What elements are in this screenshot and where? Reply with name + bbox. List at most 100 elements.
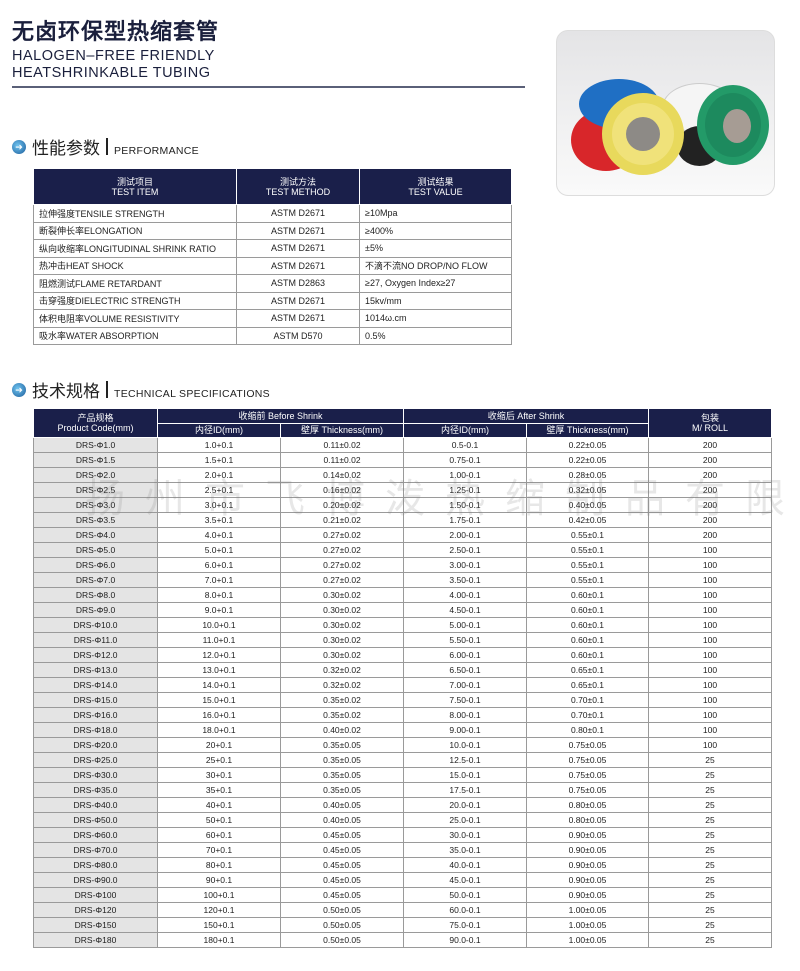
table-cell: 50.0-0.1 — [403, 887, 527, 903]
table-cell: 25+0.1 — [157, 752, 281, 768]
table-cell: 1.25-0.1 — [403, 482, 527, 498]
table-row: 阻燃测试FLAME RETARDANT ASTM D2863 ≥27, Oxygen… — [33, 274, 512, 293]
table-cell: 0.75±0.05 — [526, 767, 649, 783]
table-cell: 13.0+0.1 — [157, 662, 281, 678]
table-cell: 120+0.1 — [157, 902, 281, 918]
table-cell: 0.55±0.1 — [526, 572, 649, 588]
table-cell: ASTM D2671 — [236, 239, 360, 258]
table-row: DRS-Φ5.0 5.0+0.1 0.27±0.02 2.50-0.1 0.55±0.1… — [33, 542, 772, 558]
table-cell: 0.45±0.05 — [280, 827, 404, 843]
table-cell: 体积电阻率VOLUME RESISTIVITY — [33, 309, 237, 328]
table-cell: DRS-Φ50.0 — [33, 812, 158, 828]
table-cell: 100 — [648, 662, 772, 678]
table-cell: 100 — [648, 557, 772, 573]
product-photo — [556, 30, 775, 196]
table-row: DRS-Φ50.0 50+0.1 0.40±0.05 25.0-0.1 0.80±0.0… — [33, 812, 772, 828]
table-cell: 5.50-0.1 — [403, 632, 527, 648]
table-row: 纵向收缩率LONGITUDINAL SHRINK RATIO ASTM D2671… — [33, 239, 512, 258]
subtitle-line-2: HEATSHRINKABLE TUBING — [12, 65, 211, 81]
table-cell: 25 — [648, 842, 772, 858]
table-cell: 0.55±0.1 — [526, 557, 649, 573]
table-cell: 5.00-0.1 — [403, 617, 527, 633]
table-cell: ASTM D2863 — [236, 274, 360, 293]
table-cell: 0.45±0.05 — [280, 842, 404, 858]
table-cell: DRS-Φ30.0 — [33, 767, 158, 783]
table-cell: DRS-Φ15.0 — [33, 692, 158, 708]
table-cell: 0.90±0.05 — [526, 872, 649, 888]
table-cell: 0.16±0.02 — [280, 482, 404, 498]
table-cell: 0.50±0.05 — [280, 902, 404, 918]
table-cell: 拉伸强度TENSILE STRENGTH — [33, 204, 237, 223]
table-cell: 0.75±0.05 — [526, 752, 649, 768]
table-cell: DRS-Φ1.0 — [33, 437, 158, 453]
table-cell: 9.0+0.1 — [157, 602, 281, 618]
table-cell: 0.30±0.02 — [280, 617, 404, 633]
table-cell: 0.40±0.05 — [526, 497, 649, 513]
table-cell: 14.0+0.1 — [157, 677, 281, 693]
table-row: 吸水率WATER ABSORPTION ASTM D570 0.5% — [33, 326, 512, 345]
table-cell: 5.0+0.1 — [157, 542, 281, 558]
table-cell: 25 — [648, 782, 772, 798]
table-cell: 100 — [648, 722, 772, 738]
table-cell: 10.0+0.1 — [157, 617, 281, 633]
table-cell: 40+0.1 — [157, 797, 281, 813]
table-cell: 0.80±0.1 — [526, 722, 649, 738]
table-cell: 1.75-0.1 — [403, 512, 527, 528]
table-cell: DRS-Φ3.5 — [33, 512, 158, 528]
table-cell: 25 — [648, 917, 772, 933]
table-cell: 0.22±0.05 — [526, 452, 649, 468]
table-cell: DRS-Φ9.0 — [33, 602, 158, 618]
table-cell: 击穿强度DIELECTRIC STRENGTH — [33, 291, 237, 310]
table-cell: 0.35±0.02 — [280, 707, 404, 723]
table-cell: 0.35±0.05 — [280, 767, 404, 783]
table-cell: 15.0-0.1 — [403, 767, 527, 783]
table-cell: ASTM D2671 — [236, 309, 360, 328]
table-cell: 60+0.1 — [157, 827, 281, 843]
table-row: DRS-Φ25.0 25+0.1 0.35±0.05 12.5-0.1 0.75±0.0… — [33, 752, 772, 768]
table-cell: DRS-Φ7.0 — [33, 572, 158, 588]
column-group-before-shrink: 收缩前 Before Shrink — [157, 408, 404, 424]
table-cell: 0.65±0.1 — [526, 662, 649, 678]
table-cell: 25 — [648, 767, 772, 783]
table-cell: 25 — [648, 902, 772, 918]
table-row: DRS-Φ3.5 3.5+0.1 0.21±0.02 1.75-0.1 0.42±0.0… — [33, 512, 772, 528]
table-row: DRS-Φ100 100+0.1 0.45±0.05 50.0-0.1 0.90±0.0… — [33, 887, 772, 903]
table-cell: 4.50-0.1 — [403, 602, 527, 618]
table-cell: 30.0-0.1 — [403, 827, 527, 843]
table-row: DRS-Φ60.0 60+0.1 0.45±0.05 30.0-0.1 0.90±0.0… — [33, 827, 772, 843]
table-cell: 0.80±0.05 — [526, 797, 649, 813]
table-cell: 0.32±0.02 — [280, 677, 404, 693]
table-cell: 7.0+0.1 — [157, 572, 281, 588]
table-row: DRS-Φ1.0 1.0+0.1 0.11±0.02 0.5-0.1 0.22±0.05… — [33, 437, 772, 453]
table-cell: 0.45±0.05 — [280, 857, 404, 873]
table-cell: DRS-Φ60.0 — [33, 827, 158, 843]
table-cell: 0.40±0.02 — [280, 722, 404, 738]
table-cell: 25 — [648, 932, 772, 948]
table-row: DRS-Φ180 180+0.1 0.50±0.05 90.0-0.1 1.00±0.0… — [33, 932, 772, 948]
table-cell: 0.30±0.02 — [280, 632, 404, 648]
heading-en: TECHNICAL SPECIFICATIONS — [114, 388, 270, 400]
table-cell: 75.0-0.1 — [403, 917, 527, 933]
table-cell: DRS-Φ35.0 — [33, 782, 158, 798]
table-cell: 4.0+0.1 — [157, 527, 281, 543]
table-cell: 25 — [648, 752, 772, 768]
table-cell: 40.0-0.1 — [403, 857, 527, 873]
table-cell: DRS-Φ100 — [33, 887, 158, 903]
table-row: 断裂伸长率ELONGATION ASTM D2671 ≥400% — [33, 221, 512, 240]
table-cell: 200 — [648, 437, 772, 453]
table-cell: 50+0.1 — [157, 812, 281, 828]
table-row: DRS-Φ2.0 2.0+0.1 0.14±0.02 1.00-0.1 0.28±0.0… — [33, 467, 772, 483]
table-cell: 100 — [648, 602, 772, 618]
table-cell: 17.5-0.1 — [403, 782, 527, 798]
table-cell: 0.30±0.02 — [280, 602, 404, 618]
table-cell: 3.5+0.1 — [157, 512, 281, 528]
table-cell: 200 — [648, 482, 772, 498]
table-cell: 0.42±0.05 — [526, 512, 649, 528]
table-row: DRS-Φ13.0 13.0+0.1 0.32±0.02 6.50-0.1 0.65±0… — [33, 662, 772, 678]
table-cell: DRS-Φ180 — [33, 932, 158, 948]
table-cell: DRS-Φ1.5 — [33, 452, 158, 468]
table-cell: 12.0+0.1 — [157, 647, 281, 663]
table-cell: DRS-Φ6.0 — [33, 557, 158, 573]
divider — [106, 381, 108, 398]
table-cell: 0.14±0.02 — [280, 467, 404, 483]
